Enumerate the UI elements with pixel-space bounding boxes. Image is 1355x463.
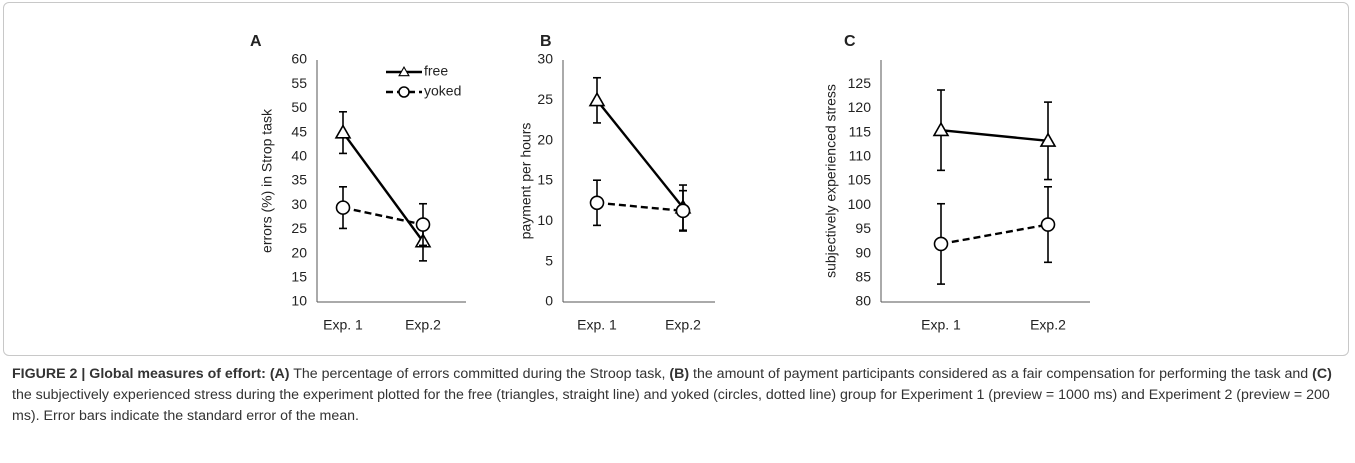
legend-marker [398, 65, 410, 77]
y-tick-label: 0 [545, 293, 553, 309]
y-tick-label: 95 [855, 220, 871, 236]
y-tick-label: 125 [848, 75, 872, 91]
y-tick-label: 30 [291, 196, 307, 212]
y-tick-label: 90 [855, 244, 871, 260]
y-axis-label: errors (%) in Strop task [259, 108, 275, 253]
caption-text: the subjectively experienced stress duri… [12, 387, 1330, 424]
x-tick-label: Exp.2 [405, 317, 441, 333]
y-axis-label: subjectively experienced stress [823, 84, 839, 278]
y-tick-label: 85 [855, 269, 871, 285]
series-line [342, 206, 424, 226]
y-tick-label: 20 [537, 131, 553, 147]
circle-marker [933, 236, 949, 252]
x-tick-label: Exp. 1 [921, 317, 961, 333]
y-tick-label: 50 [291, 99, 307, 115]
y-tick-label: 15 [291, 269, 307, 285]
y-tick-label: 10 [291, 293, 307, 309]
y-tick-label: 55 [291, 75, 307, 91]
series-line [342, 131, 424, 243]
circle-marker [415, 217, 431, 232]
circle-marker [1040, 217, 1056, 232]
series-line [940, 223, 1049, 246]
y-tick-label: 25 [291, 220, 307, 236]
y-tick-label: 15 [537, 172, 553, 188]
y-tick-label: 40 [291, 148, 307, 164]
legend-label: yoked [424, 83, 461, 99]
caption-bold: (C) [1312, 366, 1332, 382]
caption: FIGURE 2 | Global measures of effort: (A… [12, 364, 1342, 427]
y-tick-label: 120 [848, 99, 872, 115]
triangle-marker [932, 121, 950, 137]
caption-text: the amount of payment participants consi… [689, 366, 1313, 382]
caption-bold: (A) [269, 366, 290, 382]
y-tick-label: 30 [537, 51, 553, 67]
series-line [596, 201, 684, 213]
triangle-marker [588, 91, 606, 107]
x-tick-label: Exp. 1 [577, 317, 617, 333]
y-tick-label: 5 [545, 252, 553, 268]
panel-letter: C [844, 33, 856, 50]
series-line [940, 128, 1049, 143]
figure-frame [3, 2, 1349, 356]
triangle-marker [334, 123, 352, 139]
y-tick-label: 45 [291, 123, 307, 139]
y-tick-label: 35 [291, 172, 307, 188]
y-tick-label: 115 [849, 123, 872, 139]
circle-marker [589, 195, 605, 211]
y-tick-label: 20 [291, 244, 307, 260]
y-tick-label: 100 [848, 196, 872, 212]
x-tick-label: Exp.2 [665, 317, 701, 333]
x-tick-label: Exp.2 [1030, 317, 1066, 333]
legend-label: free [424, 63, 448, 79]
y-tick-label: 80 [855, 293, 871, 309]
circle-marker [335, 200, 351, 215]
triangle-marker [1039, 132, 1057, 147]
y-tick-label: 25 [537, 91, 553, 107]
panel-letter: B [540, 33, 552, 50]
panel-letter: A [250, 33, 262, 50]
series-line [596, 99, 684, 209]
y-tick-label: 60 [291, 51, 307, 67]
y-tick-label: 110 [849, 148, 872, 164]
circle-marker [675, 203, 691, 219]
y-tick-label: 10 [537, 212, 553, 228]
y-axis-label: payment per hours [518, 123, 534, 240]
y-tick-label: 105 [848, 172, 872, 188]
caption-bold: (B) [669, 366, 690, 382]
legend-marker [398, 86, 410, 98]
x-tick-label: Exp. 1 [323, 317, 363, 333]
caption-text: The percentage of errors committed durin… [289, 366, 670, 382]
caption-bold: FIGURE 2 | Global measures of effort: [12, 366, 266, 382]
